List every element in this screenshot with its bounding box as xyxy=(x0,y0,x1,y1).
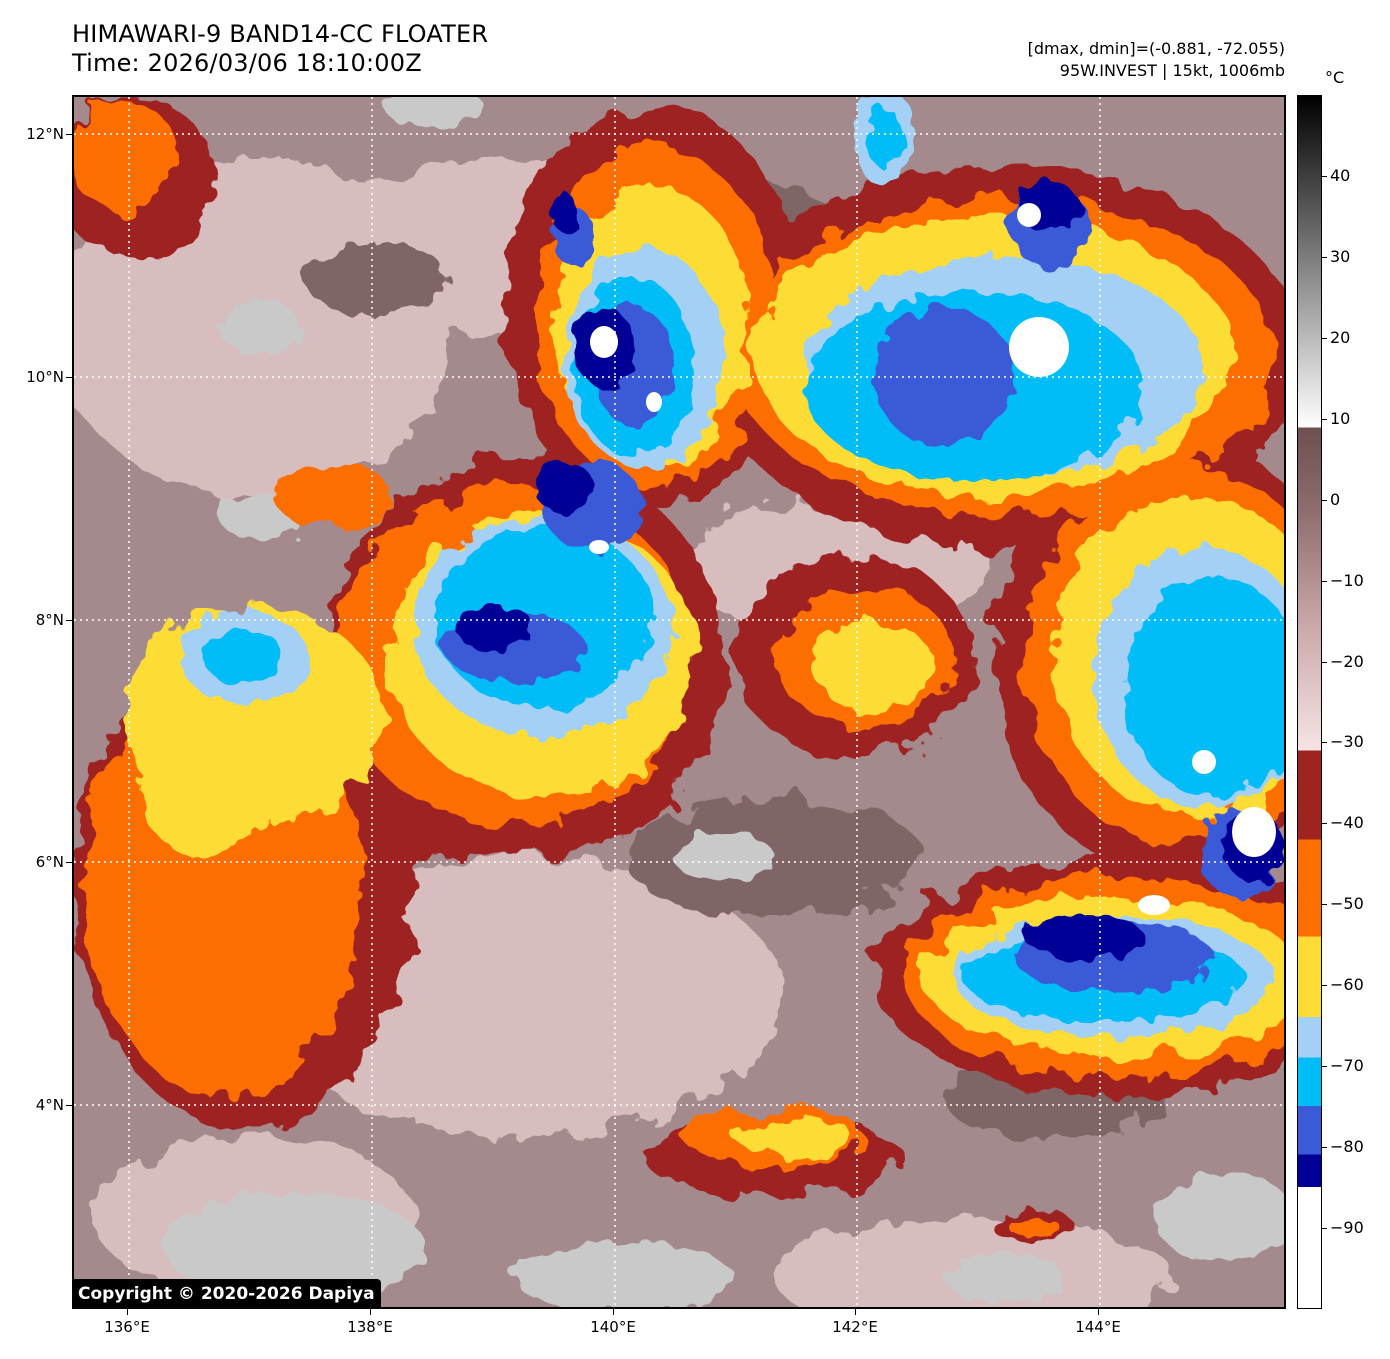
colorbar-tick-label: 40 xyxy=(1330,165,1351,185)
colorbar-tick-label: 0 xyxy=(1330,489,1341,509)
lon-tick xyxy=(613,1309,614,1315)
copyright-badge: Copyright © 2020-2026 Dapiya xyxy=(72,1279,381,1309)
colorbar-tick xyxy=(1322,1147,1327,1149)
colorbar-tick xyxy=(1322,337,1327,339)
colorbar-tick xyxy=(1322,904,1327,906)
lat-label-12n: 12°N xyxy=(26,125,64,143)
colorbar-tick xyxy=(1322,175,1327,177)
lon-label-136e: 136°E xyxy=(104,1318,150,1336)
colorbar-tick-label: −60 xyxy=(1330,975,1364,995)
lat-tick xyxy=(66,377,72,378)
title-line-1: HIMAWARI-9 BAND14-CC FLOATER xyxy=(72,20,489,48)
dmax-dmin-readout: [dmax, dmin]=(-0.881, -72.055) xyxy=(1027,39,1285,58)
lon-label-140e: 140°E xyxy=(590,1318,636,1336)
lon-tick xyxy=(855,1309,856,1315)
colorbar xyxy=(1297,95,1322,1309)
lon-label-142e: 142°E xyxy=(832,1318,878,1336)
colorbar-tick-label: −10 xyxy=(1330,570,1364,590)
storm-info: [dmax, dmin]=(-0.881, -72.055) 95W.INVES… xyxy=(1028,38,1285,82)
colorbar-tick-label: −90 xyxy=(1330,1218,1364,1238)
storm-name-intensity: 95W.INVEST | 15kt, 1006mb xyxy=(1059,61,1285,80)
colorbar-tick xyxy=(1322,823,1327,825)
lon-tick xyxy=(370,1309,371,1315)
lon-label-138e: 138°E xyxy=(347,1318,393,1336)
lat-tick xyxy=(66,862,72,863)
colorbar-tick-label: 30 xyxy=(1330,246,1351,266)
colorbar-tick-label: −30 xyxy=(1330,732,1364,752)
lon-tick xyxy=(1098,1309,1099,1315)
colorbar-tick-label: −20 xyxy=(1330,651,1364,671)
lat-label-10n: 10°N xyxy=(26,368,64,386)
imagery-canvas xyxy=(74,97,1284,1307)
lat-tick xyxy=(66,134,72,135)
colorbar-tick-label: 20 xyxy=(1330,327,1351,347)
colorbar-tick-label: −40 xyxy=(1330,813,1364,833)
lat-label-8n: 8°N xyxy=(35,611,64,629)
colorbar-tick xyxy=(1322,985,1327,987)
colorbar-tick-label: 10 xyxy=(1330,408,1351,428)
title-line-2: Time: 2026/03/06 18:10:00Z xyxy=(72,49,422,77)
colorbar-tick xyxy=(1322,1066,1327,1068)
colorbar-tick-label: −70 xyxy=(1330,1056,1364,1076)
colorbar-tick xyxy=(1322,742,1327,744)
colorbar-tick xyxy=(1322,661,1327,663)
lon-tick xyxy=(127,1309,128,1315)
lat-label-6n: 6°N xyxy=(35,853,64,871)
chart-title: HIMAWARI-9 BAND14-CC FLOATER Time: 2026/… xyxy=(72,20,488,78)
colorbar-tick-label: −80 xyxy=(1330,1137,1364,1157)
lat-tick xyxy=(66,1105,72,1106)
colorbar-tick-label: −50 xyxy=(1330,894,1364,914)
gridlines xyxy=(74,97,1284,1307)
lat-tick xyxy=(66,620,72,621)
colorbar-tick xyxy=(1322,418,1327,420)
lon-label-144e: 144°E xyxy=(1075,1318,1121,1336)
colorbar-unit: °C xyxy=(1325,68,1345,87)
colorbar-tick xyxy=(1322,1228,1327,1230)
colorbar-tick xyxy=(1322,499,1327,501)
lat-label-4n: 4°N xyxy=(35,1096,64,1114)
colorbar-tick xyxy=(1322,580,1327,582)
colorbar-tick xyxy=(1322,256,1327,258)
satellite-image xyxy=(72,95,1286,1309)
